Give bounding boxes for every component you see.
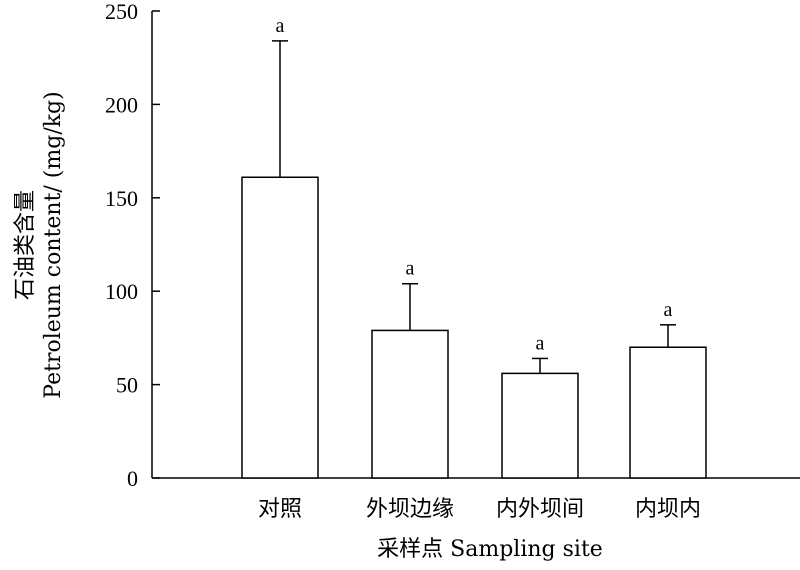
significance-label: a: [664, 299, 673, 321]
category-label: 内外坝间: [496, 497, 584, 522]
y-tick-label: 250: [105, 0, 138, 24]
y-tick-label: 50: [116, 373, 138, 398]
bar: [241, 176, 319, 479]
bar: [371, 329, 449, 479]
bars-group: [241, 176, 707, 479]
significance-label: a: [406, 258, 415, 280]
y-tick-label: 0: [127, 466, 138, 491]
significance-label: a: [536, 332, 545, 354]
y-tick-label: 100: [105, 279, 138, 304]
y-tick-label: 150: [105, 186, 138, 211]
y-axis: 0 50 100 150 200 250: [105, 0, 160, 491]
category-label: 内坝内: [635, 497, 701, 522]
significance-labels: a a a a: [276, 15, 673, 355]
y-axis-title-cn: 石油类含量: [13, 190, 38, 300]
category-label: 对照: [258, 497, 302, 522]
category-labels: 对照 外坝边缘 内外坝间 内坝内: [258, 497, 701, 522]
bar: [629, 346, 707, 479]
x-axis-title: 采样点 Sampling site: [377, 537, 603, 562]
error-bars-group: [272, 40, 676, 374]
y-tick-label: 200: [105, 92, 138, 117]
significance-label: a: [276, 15, 285, 37]
bar: [501, 372, 579, 479]
y-axis-title-en: Petroleum content/ (mg/kg): [41, 91, 66, 398]
category-label: 外坝边缘: [366, 497, 454, 522]
